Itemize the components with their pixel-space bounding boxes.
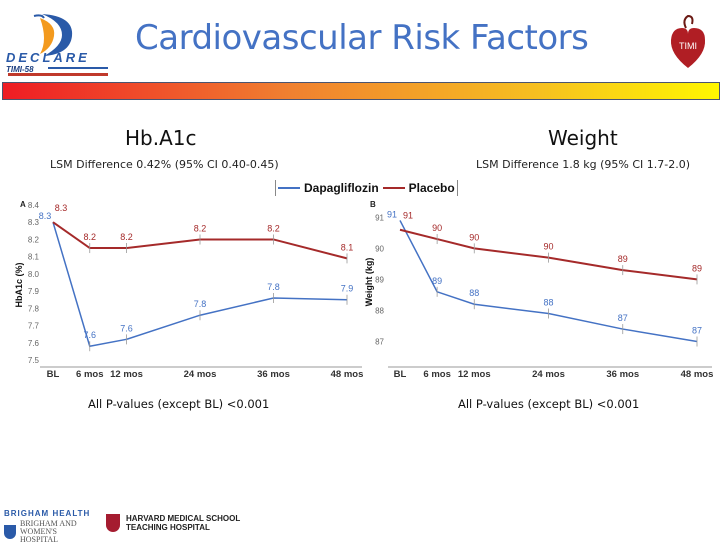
page-title: Cardiovascular Risk Factors	[135, 18, 589, 58]
chart1-panel-letter: B	[370, 200, 376, 209]
chart1-data-label: 89	[618, 254, 628, 264]
legend-label-dapagliflozin: Dapagliflozin	[304, 181, 379, 195]
chart0-x-tick-label: 36 mos	[257, 369, 290, 380]
hba1c-subtitle: LSM Difference 0.42% (95% CI 0.40-0.45)	[50, 158, 279, 171]
declare-d-icon	[33, 14, 73, 56]
chart0-data-label: 7.9	[341, 284, 354, 294]
chart1-data-label: 91	[387, 209, 397, 219]
chart0-y-tick-label: 7.9	[28, 287, 40, 296]
chart1-y-axis-label: Weight (kg)	[364, 258, 374, 307]
chart0-data-label: 8.2	[83, 232, 96, 242]
legend-swatch-dapagliflozin	[278, 187, 300, 189]
chart0-y-tick-label: 7.8	[28, 304, 40, 313]
timi-logo: TIMI	[668, 14, 708, 70]
legend-label-placebo: Placebo	[408, 181, 455, 195]
chart1-x-tick-label: 6 mos	[423, 369, 450, 380]
chart1-data-label: 89	[432, 276, 442, 286]
chart0-data-label: 7.6	[120, 323, 133, 333]
chart0-y-tick-label: 8.0	[28, 270, 40, 279]
brigham-line2: BRIGHAM AND WOMEN'S HOSPITAL	[20, 519, 77, 544]
chart1-series-line-placebo	[399, 228, 698, 281]
chart1-data-label: 91	[403, 211, 413, 221]
harvard-logo: HARVARD MEDICAL SCHOOL TEACHING HOSPITAL	[106, 514, 240, 532]
chart1-x-tick-label: 12 mos	[458, 369, 491, 380]
chart0-y-tick-label: 7.7	[28, 322, 40, 331]
weight-title: Weight	[548, 126, 618, 150]
harvard-line2: TEACHING HOSPITAL	[126, 523, 210, 532]
weight-subtitle: LSM Difference 1.8 kg (95% CI 1.7-2.0)	[476, 158, 691, 171]
chart0-data-label: 8.3	[39, 211, 52, 221]
chart1-x-tick-label: 24 mos	[532, 369, 565, 380]
chart1-data-label: 87	[692, 325, 702, 335]
chart0-series-line-dapagliflozin	[52, 222, 348, 348]
brigham-shield-icon	[4, 525, 16, 539]
chart1-series-line-dapagliflozin	[399, 220, 698, 343]
chart0-x-tick-label: 6 mos	[76, 369, 103, 380]
chart0-y-tick-label: 8.3	[28, 218, 40, 227]
brigham-line1: BRIGHAM HEALTH	[4, 509, 91, 518]
chart1-data-label: 90	[543, 242, 553, 252]
chart0-x-tick-label: 12 mos	[110, 369, 143, 380]
chart0-y-tick-label: 8.1	[28, 253, 40, 262]
chart1-data-label: 88	[469, 288, 479, 298]
chart0-data-label: 8.3	[55, 203, 68, 213]
chart0-y-tick-label: 7.5	[28, 356, 40, 365]
chart1-x-tick-label: 48 mos	[681, 369, 714, 380]
chart1-x-tick-label: BL	[394, 369, 407, 380]
chart0-y-axis-label: HbA1c (%)	[14, 262, 24, 307]
chart0-panel-letter: A	[20, 200, 26, 209]
chart1-y-tick-label: 89	[375, 275, 384, 284]
chart1-y-tick-label: 90	[375, 244, 384, 253]
hba1c-title: Hb.A1c	[125, 126, 197, 150]
chart0-y-tick-label: 8.2	[28, 235, 40, 244]
timi-heart-icon: TIMI	[670, 14, 706, 68]
legend: Dapagliflozin Placebo	[275, 180, 458, 196]
chart0-x-tick-label: BL	[47, 369, 60, 380]
chart1-y-tick-label: 87	[375, 337, 384, 346]
chart1-data-label: 90	[469, 232, 479, 242]
chart0-data-label: 7.8	[194, 299, 207, 309]
declare-logo-text: DECLARE TIMI-58	[6, 50, 90, 74]
chart1-x-tick-label: 36 mos	[606, 369, 639, 380]
chart1-y-tick-label: 88	[375, 306, 384, 315]
timi-logo-text: TIMI	[679, 41, 697, 51]
chart0-data-label: 7.8	[267, 282, 280, 292]
chart1-data-label: 89	[692, 263, 702, 273]
chart1-data-label: 87	[618, 313, 628, 323]
chart0-data-label: 8.2	[267, 223, 280, 233]
legend-swatch-placebo	[382, 187, 405, 189]
brigham-logo: BRIGHAM HEALTH BRIGHAM AND WOMEN'S HOSPI…	[4, 509, 90, 544]
chart1-data-label: 90	[432, 223, 442, 233]
harvard-shield-icon	[106, 514, 120, 532]
chart1-y-tick-label: 91	[375, 213, 384, 222]
chart0-y-tick-label: 8.4	[28, 201, 40, 210]
chart0-data-label: 8.2	[120, 232, 133, 242]
chart0-x-tick-label: 48 mos	[331, 369, 364, 380]
weight-footnote: All P-values (except BL) <0.001	[458, 397, 640, 411]
chart0-data-label: 8.2	[194, 223, 207, 233]
chart0-x-tick-label: 24 mos	[184, 369, 217, 380]
chart0-data-label: 7.6	[83, 330, 96, 340]
harvard-line1: HARVARD MEDICAL SCHOOL	[126, 514, 241, 523]
declare-logo: DECLARE TIMI-58	[4, 10, 114, 78]
chart0-y-tick-label: 7.6	[28, 339, 40, 348]
chart1-data-label: 88	[543, 298, 553, 308]
hba1c-footnote: All P-values (except BL) <0.001	[88, 397, 270, 411]
chart0-series-line-placebo	[52, 221, 348, 260]
chart0-data-label: 8.1	[341, 242, 354, 252]
